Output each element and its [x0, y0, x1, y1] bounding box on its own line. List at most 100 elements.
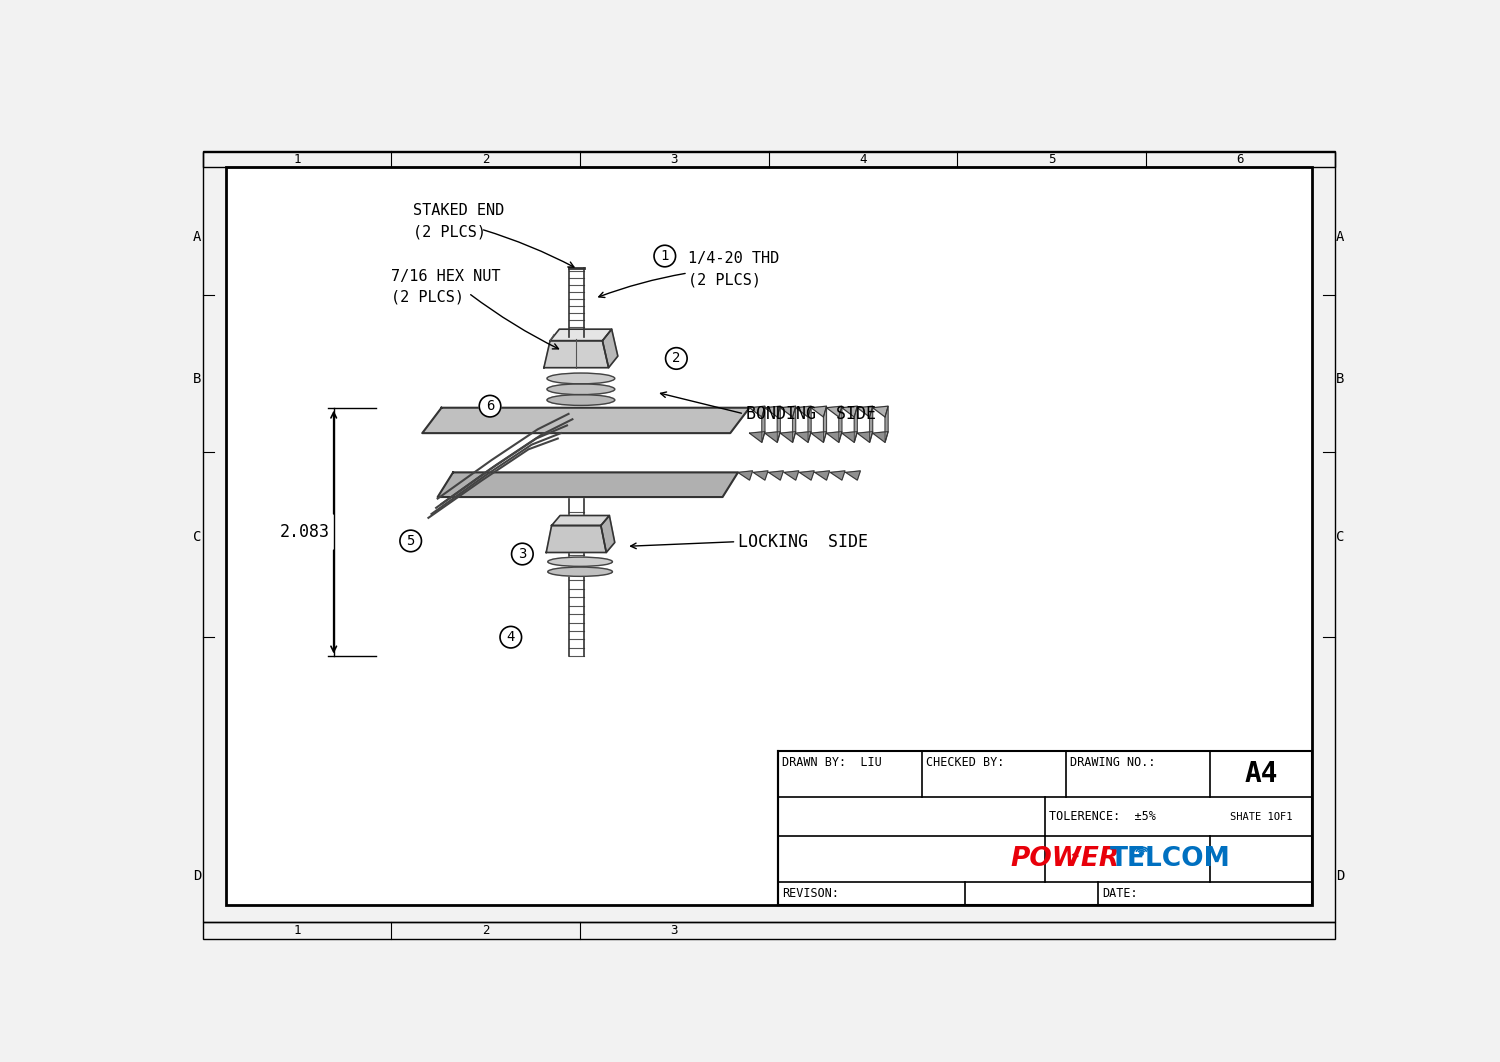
- Text: A: A: [194, 229, 201, 244]
- Bar: [778, 751, 1311, 905]
- Circle shape: [400, 530, 422, 552]
- Polygon shape: [858, 406, 873, 417]
- Text: 1: 1: [294, 924, 302, 937]
- Text: 3: 3: [670, 924, 678, 937]
- Text: TELCOM: TELCOM: [1110, 846, 1230, 872]
- Text: C: C: [194, 530, 201, 544]
- Circle shape: [478, 395, 501, 417]
- Text: 6: 6: [1236, 153, 1244, 166]
- Text: 6: 6: [486, 399, 494, 413]
- Polygon shape: [873, 431, 888, 443]
- Ellipse shape: [548, 383, 615, 395]
- Text: CHECKED BY:: CHECKED BY:: [926, 756, 1005, 769]
- Text: A4: A4: [1244, 760, 1278, 788]
- Text: 1/4-20 THD
(2 PLCS): 1/4-20 THD (2 PLCS): [688, 251, 778, 287]
- Polygon shape: [812, 431, 826, 443]
- Polygon shape: [800, 470, 814, 480]
- Text: B: B: [1336, 372, 1344, 387]
- Polygon shape: [795, 431, 812, 443]
- Polygon shape: [753, 470, 768, 480]
- Text: STAKED END
(2 PLCS): STAKED END (2 PLCS): [413, 204, 504, 239]
- Polygon shape: [792, 406, 795, 443]
- Bar: [202, 922, 1335, 939]
- Polygon shape: [842, 431, 858, 443]
- Bar: [226, 168, 778, 751]
- Text: 2: 2: [672, 352, 681, 365]
- Polygon shape: [777, 406, 780, 443]
- Polygon shape: [824, 406, 827, 443]
- Polygon shape: [765, 406, 780, 417]
- Text: D: D: [194, 869, 201, 883]
- Polygon shape: [750, 431, 765, 443]
- Text: 2.083: 2.083: [280, 524, 330, 541]
- Text: 2: 2: [482, 153, 489, 166]
- Text: 3: 3: [518, 547, 526, 561]
- Polygon shape: [885, 406, 888, 443]
- Polygon shape: [795, 406, 812, 417]
- Circle shape: [500, 627, 522, 648]
- Text: 7/16 HEX NUT
(2 PLCS): 7/16 HEX NUT (2 PLCS): [392, 269, 501, 305]
- Text: 1: 1: [294, 153, 302, 166]
- Polygon shape: [831, 470, 844, 480]
- Polygon shape: [544, 341, 609, 367]
- Polygon shape: [858, 431, 873, 443]
- Polygon shape: [552, 515, 609, 526]
- Ellipse shape: [548, 395, 615, 406]
- Text: 5: 5: [1048, 153, 1056, 166]
- Text: B: B: [194, 372, 201, 387]
- Text: DRAWING NO.:: DRAWING NO.:: [1070, 756, 1155, 769]
- Polygon shape: [765, 431, 780, 443]
- Text: 3: 3: [670, 153, 678, 166]
- Polygon shape: [762, 406, 765, 443]
- Polygon shape: [768, 470, 783, 480]
- Text: A: A: [1336, 229, 1344, 244]
- Circle shape: [666, 347, 687, 370]
- Polygon shape: [602, 515, 615, 552]
- Polygon shape: [827, 406, 842, 417]
- Polygon shape: [827, 431, 842, 443]
- Bar: [226, 751, 1311, 905]
- Polygon shape: [780, 431, 795, 443]
- Polygon shape: [873, 406, 888, 417]
- Polygon shape: [784, 470, 800, 480]
- Polygon shape: [846, 470, 861, 480]
- Text: REVISON:: REVISON:: [782, 887, 838, 901]
- Text: TOLERENCE:  ±5%: TOLERENCE: ±5%: [1048, 810, 1155, 823]
- Polygon shape: [808, 406, 812, 443]
- Polygon shape: [842, 406, 858, 417]
- Text: POWER: POWER: [1011, 846, 1120, 872]
- Circle shape: [654, 245, 675, 267]
- Text: 4: 4: [507, 630, 515, 645]
- Polygon shape: [423, 408, 750, 433]
- Polygon shape: [870, 406, 873, 443]
- Text: C: C: [1336, 530, 1344, 544]
- Text: 4: 4: [859, 153, 867, 166]
- Ellipse shape: [548, 567, 612, 577]
- Text: 5: 5: [406, 534, 416, 548]
- Text: LOCKING  SIDE: LOCKING SIDE: [738, 533, 868, 551]
- Polygon shape: [738, 470, 753, 480]
- Text: ⚡: ⚡: [1070, 850, 1082, 868]
- Polygon shape: [780, 406, 795, 417]
- Ellipse shape: [548, 373, 615, 383]
- Polygon shape: [839, 406, 842, 443]
- Text: 2: 2: [482, 924, 489, 937]
- Polygon shape: [438, 473, 738, 497]
- Polygon shape: [603, 329, 618, 367]
- Polygon shape: [750, 406, 765, 417]
- Text: DATE:: DATE:: [1102, 887, 1137, 901]
- Text: BONDING  SIDE: BONDING SIDE: [746, 405, 876, 423]
- Polygon shape: [812, 406, 826, 417]
- Text: 1: 1: [660, 249, 669, 263]
- Ellipse shape: [548, 558, 612, 566]
- Bar: [778, 168, 1311, 751]
- Text: DRAWN BY:  LIU: DRAWN BY: LIU: [782, 756, 882, 769]
- Bar: [202, 151, 1335, 168]
- Text: D: D: [1336, 869, 1344, 883]
- Polygon shape: [550, 329, 612, 341]
- Polygon shape: [546, 526, 606, 552]
- Circle shape: [512, 544, 532, 565]
- Polygon shape: [853, 406, 858, 443]
- Text: SHATE 1OF1: SHATE 1OF1: [1230, 811, 1292, 822]
- Polygon shape: [815, 470, 830, 480]
